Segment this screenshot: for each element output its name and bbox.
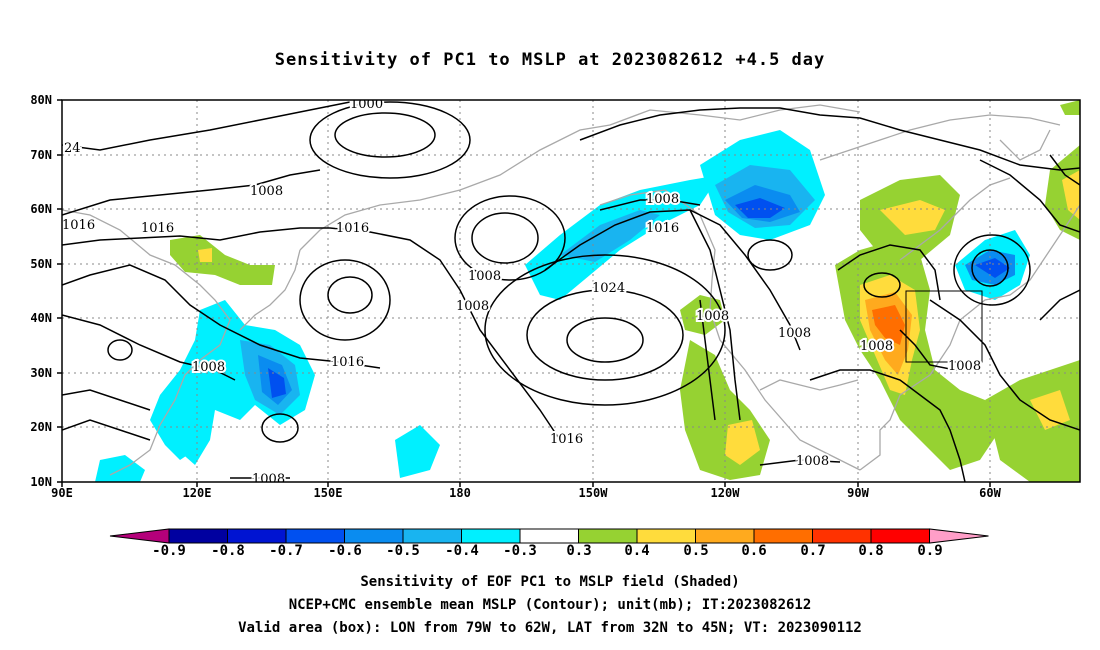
- colorbar-label: 0.9: [917, 543, 943, 559]
- contour-labels: 1000 24 1008 1016 1016 1016 1008 1016 10…: [62, 97, 983, 487]
- contour-label: 1024: [592, 281, 625, 296]
- colorbar-label: 0.7: [800, 543, 826, 559]
- mslp-contours: [62, 101, 1080, 482]
- lat-label: 30N: [30, 366, 52, 380]
- contour-label: 1016: [62, 218, 95, 233]
- shade-pos-arctic: [1060, 100, 1080, 115]
- colorbar-swatch: [578, 528, 638, 544]
- contour-label: 1008: [250, 184, 283, 199]
- contour-label: 1016: [331, 355, 364, 370]
- lat-label: 10N: [30, 475, 52, 489]
- colorbar-label: -0.9: [152, 543, 186, 559]
- colorbar-label: 0.4: [624, 543, 650, 559]
- colorbar: [109, 528, 989, 544]
- colorbar-swatch: [402, 528, 462, 544]
- colorbar-swatch: [461, 528, 521, 544]
- contour-label: 1008: [696, 309, 729, 324]
- contour-label: 1008: [948, 359, 981, 374]
- shade-pos-ne-asia: [170, 235, 275, 285]
- lon-label: 150E: [313, 486, 343, 500]
- colorbar-label: 0.5: [683, 543, 709, 559]
- lat-label: 80N: [30, 93, 52, 107]
- contour-label: 1008: [778, 326, 811, 341]
- lat-label: 70N: [30, 148, 52, 162]
- colorbar-swatch: [812, 528, 872, 544]
- graticule: [62, 100, 1080, 482]
- lat-label: 50N: [30, 257, 52, 271]
- caption-valid-area: Valid area (box): LON from 79W to 62W, L…: [238, 620, 862, 636]
- contour-label: 24: [64, 141, 81, 156]
- shade-neg-goa-2: [560, 210, 660, 262]
- shade-pos-central-na-4: [872, 305, 905, 345]
- lon-label: 60W: [979, 486, 1001, 500]
- plot-title: Sensitivity of PC1 to MSLP at 2023082612…: [274, 50, 826, 70]
- colorbar-under-triangle: [109, 528, 170, 544]
- contour-label: 1016: [550, 432, 583, 447]
- colorbar-swatch: [344, 528, 404, 544]
- colorbar-label: -0.7: [269, 543, 303, 559]
- colorbar-label: -0.3: [503, 543, 537, 559]
- shade-neg-scs-2: [178, 418, 210, 465]
- contour-label: 1016: [141, 221, 174, 236]
- valid-area-box: [905, 290, 983, 363]
- colorbar-swatch: [870, 528, 930, 544]
- contour-label: 1008: [456, 299, 489, 314]
- colorbar-label: -0.6: [328, 543, 362, 559]
- lon-label: 90E: [51, 486, 73, 500]
- lon-label: 120E: [182, 486, 212, 500]
- contour-label: 1008: [468, 269, 501, 284]
- colorbar-swatch: [285, 528, 345, 544]
- coastlines: [62, 104, 1080, 476]
- lat-label: 20N: [30, 420, 52, 434]
- map-ticks: [57, 99, 991, 487]
- colorbar-label: 0.8: [858, 543, 884, 559]
- contour-label: 1008: [646, 192, 679, 207]
- lon-label: 150W: [578, 486, 608, 500]
- lat-label: 40N: [30, 311, 52, 325]
- shade-neg-scs: [95, 455, 145, 482]
- contour-label: 1008: [252, 472, 285, 487]
- colorbar-swatch: [753, 528, 813, 544]
- shade-neg-alaska-4: [735, 198, 785, 218]
- shade-neg-central-pac: [395, 425, 440, 478]
- contour-label: 1000: [350, 97, 383, 112]
- shade-neg-wpac-4: [268, 368, 286, 398]
- caption-contour: NCEP+CMC ensemble mean MSLP (Contour); u…: [288, 597, 812, 613]
- contour-label: 1016: [646, 221, 679, 236]
- shade-pos-atlantic-2: [1030, 390, 1070, 430]
- contour-label: 1008: [192, 360, 225, 375]
- colorbar-label: -0.5: [386, 543, 420, 559]
- caption-shading: Sensitivity of EOF PC1 to MSLP field (Sh…: [360, 574, 740, 590]
- shade-pos-ne-asia-2: [198, 248, 212, 262]
- map-frame: [61, 99, 1081, 483]
- colorbar-label: 0.3: [566, 543, 592, 559]
- contour-label: 1008: [796, 454, 829, 469]
- colorbar-label: 0.6: [741, 543, 767, 559]
- shade-pos-mexico-2: [725, 420, 760, 465]
- shade-pos-mexico: [680, 340, 770, 480]
- lon-label: 180: [449, 486, 471, 500]
- contour-label: 1016: [336, 221, 369, 236]
- shaded-sensitivity: [95, 100, 1080, 482]
- colorbar-swatch: [636, 528, 696, 544]
- colorbar-swatch: [695, 528, 755, 544]
- map-area: 1000 24 1008 1016 1016 1016 1008 1016 10…: [62, 97, 1080, 487]
- colorbar-swatch: [227, 528, 287, 544]
- lat-label: 60N: [30, 202, 52, 216]
- shade-pos-atlantic: [985, 360, 1080, 482]
- colorbar-over-triangle: [929, 528, 989, 544]
- colorbar-label: -0.8: [211, 543, 245, 559]
- contour-label: 1008: [860, 339, 893, 354]
- colorbar-label: -0.4: [445, 543, 479, 559]
- colorbar-swatch: [519, 528, 579, 544]
- lon-label: 120W: [710, 486, 740, 500]
- shade-neg-labrador-3: [975, 258, 1010, 278]
- colorbar-swatch: [168, 528, 228, 544]
- lon-label: 90W: [847, 486, 869, 500]
